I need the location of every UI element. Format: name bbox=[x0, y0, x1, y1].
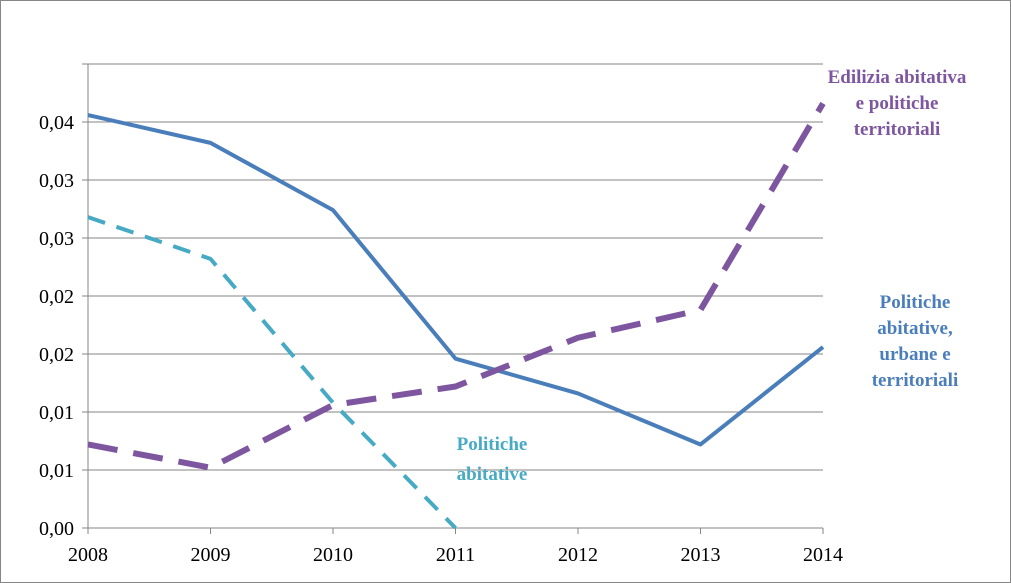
y-tick-label: 0,03 bbox=[39, 170, 74, 192]
series-label-1: Politiche abitative, urbane e territoriali bbox=[872, 292, 959, 391]
y-tick-label: 0,02 bbox=[39, 286, 74, 308]
series-label-line: abitative, bbox=[877, 318, 953, 339]
series-line-2 bbox=[87, 101, 826, 471]
series-line-3 bbox=[87, 215, 457, 530]
series-label-3: Politiche abitative bbox=[457, 434, 528, 485]
x-tick-label: 2008 bbox=[68, 544, 108, 566]
series-label-line: Politiche bbox=[880, 292, 951, 313]
x-tick-label: 2010 bbox=[313, 544, 353, 566]
x-tick-label: 2013 bbox=[681, 544, 721, 566]
x-tick-label: 2012 bbox=[558, 544, 598, 566]
y-tick-label: 0,01 bbox=[39, 460, 74, 482]
series-label-2: Edilizia abitativa e politiche territorial… bbox=[828, 67, 967, 140]
series-lines bbox=[87, 101, 826, 530]
series-labels: Politiche abitative, urbane e territorialiE… bbox=[457, 67, 967, 485]
y-tick-label: 0,03 bbox=[39, 228, 74, 250]
x-tick-label: 2009 bbox=[191, 544, 231, 566]
series-label-line: Politiche bbox=[457, 434, 528, 455]
series-label-line: Edilizia abitativa bbox=[828, 67, 967, 88]
y-tick-label: 0,00 bbox=[39, 518, 74, 540]
y-tick-label: 0,04 bbox=[39, 112, 74, 134]
gridlines bbox=[88, 63, 823, 471]
y-tick-label: 0,02 bbox=[39, 344, 74, 366]
x-axis-tick-labels: 2008 2009 2010 2011 2012 2013 2014 bbox=[68, 544, 843, 566]
series-line-1 bbox=[87, 113, 825, 447]
series-label-line: urbane e bbox=[879, 344, 950, 365]
series-label-line: abitative bbox=[457, 464, 528, 485]
series-label-line: territoriali bbox=[872, 370, 959, 391]
y-tick-label: 0,01 bbox=[39, 402, 74, 424]
y-axis-tick-labels: 0,00 0,01 0,01 0,02 0,02 0,03 0,03 0,04 bbox=[39, 112, 74, 540]
series-label-line: e politiche bbox=[856, 93, 939, 114]
series-label-line: territoriali bbox=[854, 119, 941, 140]
x-tick-label: 2011 bbox=[436, 544, 475, 566]
x-tick-label: 2014 bbox=[803, 544, 843, 566]
